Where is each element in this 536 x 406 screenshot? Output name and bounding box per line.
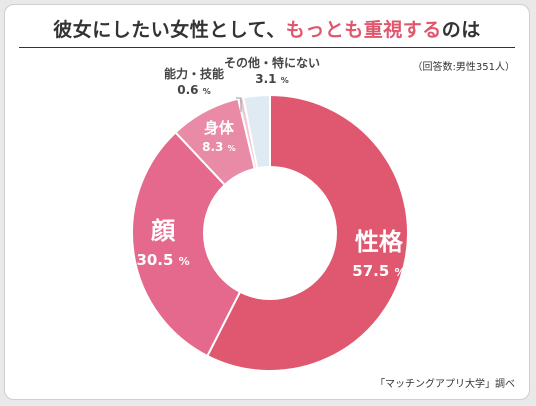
slice-label-1: 性格	[355, 228, 404, 256]
labels-group: 性格 57.5 % 顔 30.5 % 身体 8.3 % 能力・技能 0.6 % その他・特にない…	[136, 55, 405, 280]
donut-hole	[203, 166, 337, 300]
slice-value-5: 3.1 %	[255, 72, 288, 86]
donut-slice-2	[131, 130, 272, 358]
leader-lines	[236, 97, 242, 112]
slice-value-3: 8.3 %	[202, 140, 235, 154]
title-prefix: 彼女にしたい女性として、	[53, 19, 286, 41]
slice-label-3: 身体	[204, 119, 235, 137]
slice-value-4: 0.6 %	[177, 83, 210, 97]
slice-label-2: 顔	[150, 217, 176, 245]
title-highlight: もっとも重視する	[285, 19, 442, 41]
title-suffix: のは	[441, 19, 481, 41]
slice-value-1: 57.5 %	[352, 262, 405, 280]
slice-value-2: 30.5 %	[136, 251, 189, 269]
source-note: 「マッチングアプリ大学」調べ	[375, 379, 515, 390]
title-divider	[19, 47, 515, 48]
slices-group	[131, 93, 409, 372]
slice-label-4: 能力・技能	[164, 66, 224, 81]
chart-title: 彼女にしたい女性として、もっとも重視するのは	[5, 15, 529, 42]
respondent-note: （回答数:男性351人）	[412, 62, 515, 73]
leader-line-4	[236, 97, 242, 112]
slice-label-5: その他・特にない	[224, 55, 320, 70]
